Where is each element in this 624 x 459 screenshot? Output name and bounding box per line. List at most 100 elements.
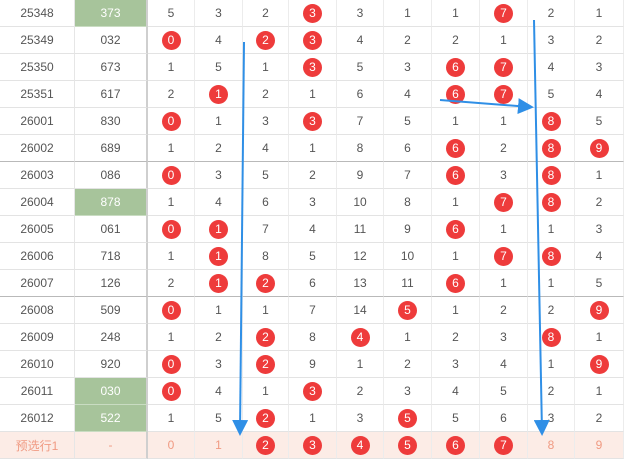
digit-cell: 5 [148,0,195,27]
issue-number: 26004 [0,189,75,216]
hit-ball: 6 [446,57,465,77]
digit-cell: 1 [480,216,528,243]
digit-cell: 13 [337,270,384,297]
hit-ball: 2 [256,354,275,374]
digit-cell: 6 [432,54,480,81]
digit-cell: 2 [243,0,289,27]
digit-cell: 8 [528,324,575,351]
digit-cell: 2 [195,135,243,162]
hit-ball: 6 [446,165,465,185]
digit-cell: 4 [289,216,337,243]
preselect-digit[interactable]: 7 [480,432,528,459]
digit-cell: 2 [243,324,289,351]
digit-cell: 4 [337,324,384,351]
issue-number: 26003 [0,162,75,189]
digit-cell: 3 [195,162,243,189]
selected-ball[interactable]: 4 [350,435,370,455]
digit-cell: 4 [575,243,624,270]
selected-ball[interactable]: 2 [256,435,275,455]
selected-ball[interactable]: 6 [446,435,465,455]
digit-cell: 7 [243,216,289,243]
digit-cell: 4 [195,27,243,54]
digit-cell: 8 [384,189,432,216]
hit-ball: 7 [494,246,513,266]
digit-cell: 11 [337,216,384,243]
digit-cell: 2 [432,324,480,351]
digit-cell: 5 [289,243,337,270]
issue-number: 26011 [0,378,75,405]
hit-ball: 8 [541,246,561,266]
hit-ball: 4 [350,327,370,347]
digit-cell: 8 [528,162,575,189]
selected-ball[interactable]: 7 [494,435,513,455]
digit-cell: 3 [528,405,575,432]
digit-cell: 2 [480,297,528,324]
preselect-digit[interactable]: 1 [195,432,243,459]
preselect-digit[interactable]: 8 [528,432,575,459]
digit-cell: 2 [243,405,289,432]
digit-cell: 0 [148,108,195,135]
digit-cell: 9 [575,135,624,162]
hit-ball: 8 [541,192,561,212]
digit-cell: 1 [243,54,289,81]
digit-cell: 5 [337,54,384,81]
digit-cell: 1 [243,297,289,324]
draw-number: 920 [75,351,148,378]
preselect-digit[interactable]: 2 [243,432,289,459]
digit-cell: 14 [337,297,384,324]
preselect-digit[interactable]: 4 [337,432,384,459]
unselected-digit[interactable]: 0 [167,438,175,452]
digit-cell: 2 [575,27,624,54]
preselect-digit[interactable]: 9 [575,432,624,459]
hit-ball: 0 [161,30,181,50]
digit-cell: 0 [148,162,195,189]
digit-cell: 2 [148,270,195,297]
digit-cell: 9 [289,351,337,378]
preselect-digit[interactable]: 6 [432,432,480,459]
digit-cell: 0 [148,351,195,378]
digit-cell: 3 [289,108,337,135]
digit-cell: 1 [528,216,575,243]
preselect-digit[interactable]: 3 [289,432,337,459]
hit-ball: 0 [161,165,181,185]
digit-cell: 1 [432,189,480,216]
hit-ball: 7 [494,84,513,104]
digit-cell: 6 [384,135,432,162]
unselected-digit[interactable]: 1 [215,438,222,452]
digit-cell: 1 [148,135,195,162]
unselected-digit[interactable]: 9 [595,438,603,452]
digit-cell: 2 [289,162,337,189]
preselect-digit[interactable]: 0 [148,432,195,459]
digit-cell: 2 [195,324,243,351]
digit-cell: 4 [195,378,243,405]
preselect-digit[interactable]: 5 [384,432,432,459]
digit-cell: 7 [480,189,528,216]
digit-cell: 3 [480,324,528,351]
digit-cell: 1 [528,351,575,378]
digit-cell: 2 [575,405,624,432]
digit-cell: 2 [528,378,575,405]
digit-cell: 2 [243,81,289,108]
digit-cell: 0 [148,216,195,243]
digit-cell: 1 [195,297,243,324]
digit-cell: 7 [480,0,528,27]
digit-cell: 1 [528,270,575,297]
unselected-digit[interactable]: 8 [547,438,555,452]
digit-cell: 7 [337,108,384,135]
draw-number: 830 [75,108,148,135]
digit-cell: 9 [337,162,384,189]
digit-cell: 1 [289,81,337,108]
selected-ball[interactable]: 5 [398,435,417,455]
digit-cell: 4 [480,351,528,378]
issue-number: 26008 [0,297,75,324]
hit-ball: 7 [494,57,513,77]
preselect-number: - [75,432,148,459]
digit-cell: 4 [384,81,432,108]
issue-number: 25350 [0,54,75,81]
digit-cell: 1 [148,324,195,351]
hit-ball: 7 [494,3,513,23]
digit-cell: 6 [337,81,384,108]
selected-ball[interactable]: 3 [303,435,322,455]
digit-cell: 0 [148,27,195,54]
